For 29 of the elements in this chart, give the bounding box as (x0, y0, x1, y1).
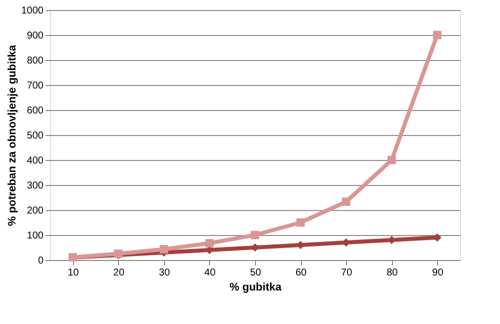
x-tick-label: 20 (113, 268, 125, 278)
y-tick-label: 600 (26, 106, 44, 116)
y-tick-label: 900 (26, 30, 44, 42)
x-tick-label: 30 (158, 268, 170, 278)
x-tick-label: 70 (341, 268, 353, 278)
y-tick-label: 1000 (21, 6, 44, 16)
y-axis-title: % potreban za obnovljenje gubitka (6, 44, 18, 226)
y-tick-label: 400 (26, 156, 44, 166)
point (205, 239, 214, 248)
x-tick-label: 60 (295, 268, 308, 278)
y-tick-label: 200 (26, 206, 44, 216)
point (160, 245, 168, 254)
x-tick-label: 10 (68, 268, 80, 278)
point (342, 198, 350, 206)
x-tick-label: 40 (204, 268, 216, 278)
y-tick-label: 0 (38, 256, 44, 266)
x-tick-label: 50 (250, 268, 262, 278)
point (387, 156, 396, 164)
point (433, 30, 442, 40)
y-tick-label: 300 (26, 180, 44, 192)
x-axis-title: % gubitka (230, 282, 282, 294)
y-tick-label: 700 (26, 80, 44, 92)
y-tick-label: 100 (26, 230, 44, 242)
x-tick-label: 90 (432, 268, 444, 278)
point (250, 230, 260, 240)
x-tick-label: 80 (386, 268, 398, 278)
y-tick-label: 500 (26, 130, 44, 142)
point (296, 218, 305, 227)
y-tick-label: 800 (26, 56, 44, 66)
